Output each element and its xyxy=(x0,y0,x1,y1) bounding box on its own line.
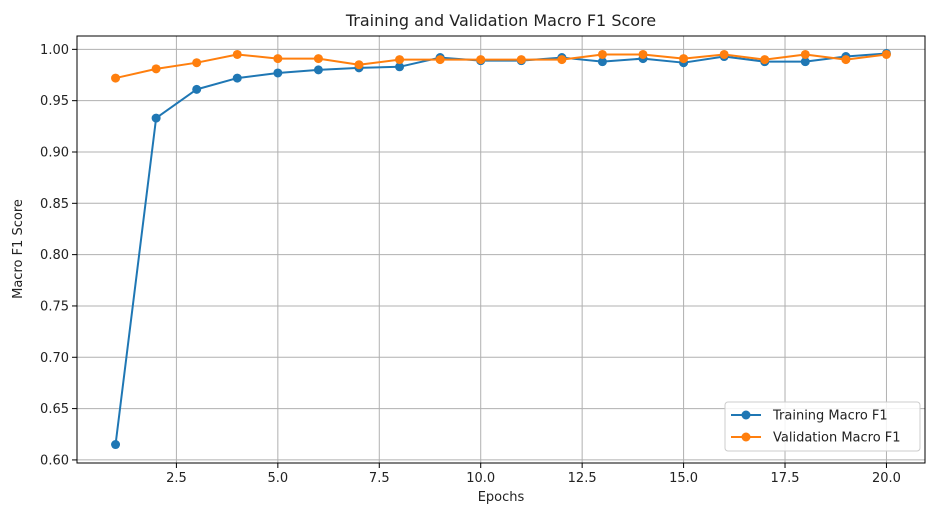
data-point xyxy=(395,55,405,65)
grid-lines xyxy=(77,36,925,463)
data-point xyxy=(313,54,323,64)
data-point xyxy=(597,57,607,67)
data-point xyxy=(760,55,770,65)
series-layer xyxy=(111,48,891,450)
data-point xyxy=(354,60,364,70)
y-tick-label: 0.80 xyxy=(40,248,69,263)
y-axis-ticks: 0.60 0.65 0.70 0.75 0.80 0.85 0.90 0.95 1.00 xyxy=(40,43,77,468)
x-tick-label: 7.5 xyxy=(369,471,390,486)
x-tick-label: 20.0 xyxy=(872,471,901,486)
data-point xyxy=(719,49,729,59)
data-point xyxy=(273,54,283,64)
data-point xyxy=(476,55,486,65)
data-point xyxy=(151,64,161,74)
data-point xyxy=(313,65,323,75)
data-point xyxy=(151,113,161,123)
data-point xyxy=(597,49,607,59)
data-point xyxy=(111,73,121,83)
y-axis-label: Macro F1 Score xyxy=(11,199,26,299)
x-axis-ticks: 2.5 5.0 7.5 10.0 12.5 15.0 17.5 20.0 xyxy=(166,463,901,486)
data-point xyxy=(192,84,202,94)
legend-item: Training Macro F1 xyxy=(731,409,888,424)
x-tick-label: 5.0 xyxy=(267,471,288,486)
series-line xyxy=(115,53,887,80)
series-line xyxy=(114,52,887,445)
y-tick-label: 0.95 xyxy=(40,94,69,109)
series-validation xyxy=(111,49,891,83)
data-point xyxy=(679,54,689,64)
x-tick-label: 15.0 xyxy=(669,471,698,486)
data-point xyxy=(881,49,891,59)
data-point xyxy=(638,49,648,59)
x-tick-label: 2.5 xyxy=(166,471,187,486)
y-tick-label: 0.75 xyxy=(40,299,69,314)
y-tick-label: 0.90 xyxy=(40,145,69,160)
data-point xyxy=(800,57,810,67)
plot-frame xyxy=(76,35,926,464)
data-point xyxy=(841,55,851,65)
data-point xyxy=(516,55,526,65)
x-tick-label: 12.5 xyxy=(568,471,597,486)
data-point xyxy=(192,58,202,68)
y-tick-label: 0.70 xyxy=(40,351,69,366)
data-point xyxy=(111,440,121,450)
data-point xyxy=(232,49,242,59)
data-point xyxy=(800,49,810,59)
y-tick-label: 0.60 xyxy=(40,453,69,468)
legend-box xyxy=(724,401,921,452)
data-point xyxy=(435,55,445,65)
legend-marker xyxy=(741,410,751,420)
data-point xyxy=(395,62,405,72)
data-point xyxy=(232,73,242,83)
legend-label: Validation Macro F1 xyxy=(773,431,901,446)
legend-marker xyxy=(741,432,751,442)
legend-label: Training Macro F1 xyxy=(772,409,888,424)
data-point xyxy=(557,55,567,65)
series-training xyxy=(111,48,891,450)
y-tick-label: 1.00 xyxy=(40,43,69,58)
legend-item: Validation Macro F1 xyxy=(731,431,901,446)
y-tick-label: 0.65 xyxy=(40,402,69,417)
x-tick-label: 10.0 xyxy=(466,471,495,486)
legend: Training Macro F1 Validation Macro F1 xyxy=(724,401,921,452)
data-point xyxy=(273,68,283,78)
x-tick-label: 17.5 xyxy=(771,471,800,486)
y-tick-label: 0.85 xyxy=(40,197,69,212)
chart-title: Training and Validation Macro F1 Score xyxy=(345,11,656,30)
x-axis-label: Epochs xyxy=(478,490,525,505)
